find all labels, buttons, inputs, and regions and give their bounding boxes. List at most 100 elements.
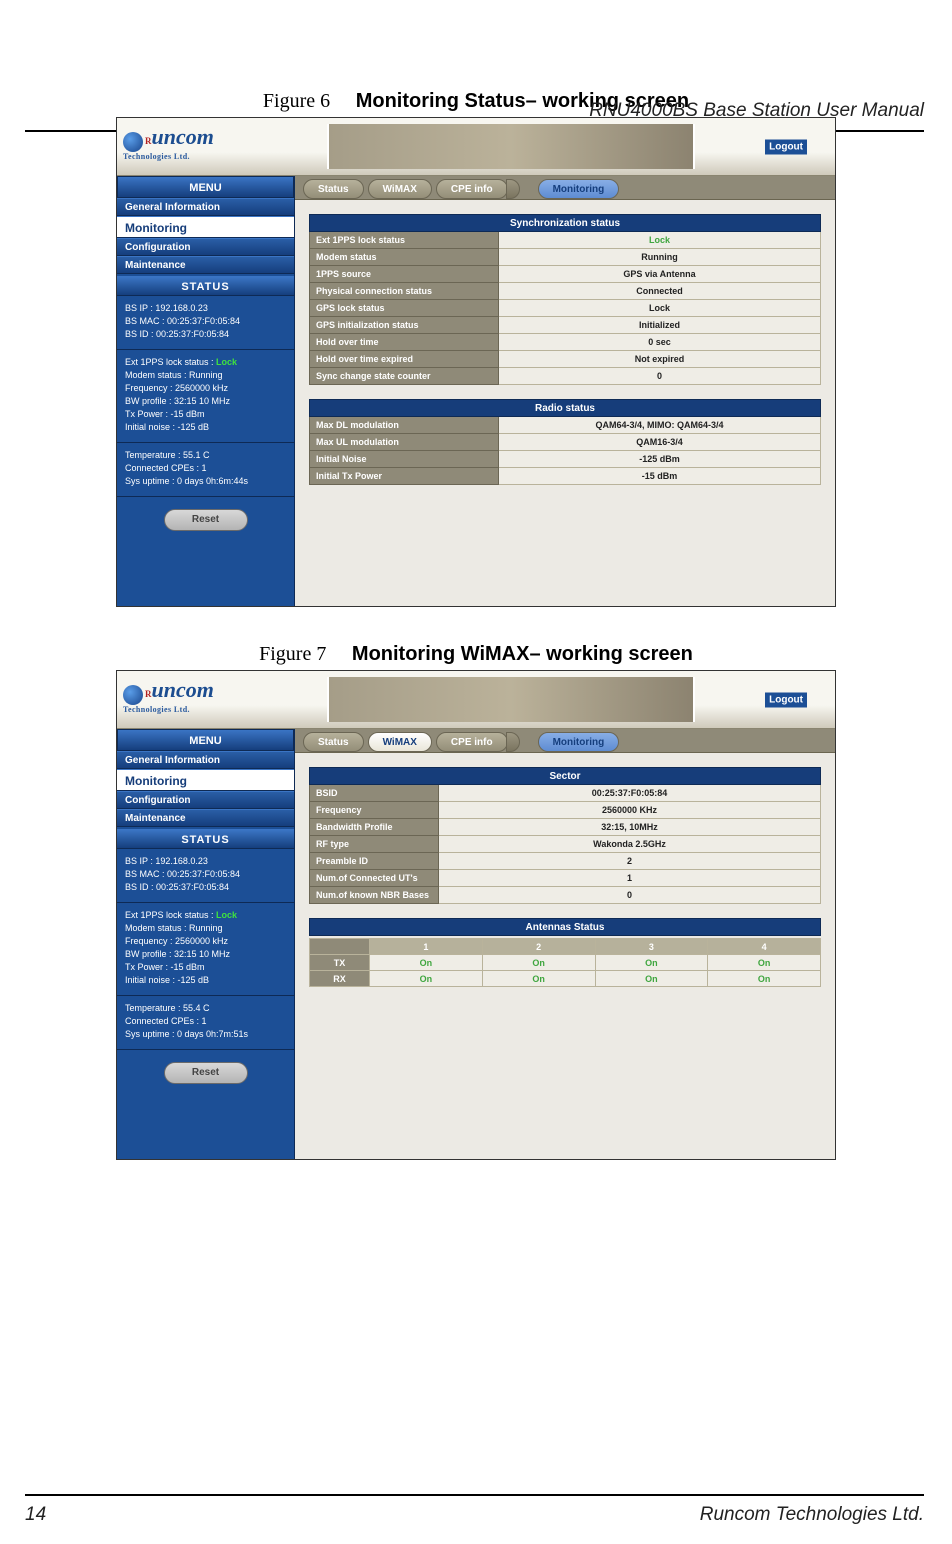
status-1pps-label: Ext 1PPS lock status : bbox=[125, 357, 216, 367]
row-key: Hold over time bbox=[309, 334, 499, 351]
row-key: Sync change state counter bbox=[309, 368, 499, 385]
row-key: Num.of Connected UT's bbox=[309, 870, 439, 887]
status-1pps-label: Ext 1PPS lock status : bbox=[125, 910, 216, 920]
row-key: Max DL modulation bbox=[309, 417, 499, 434]
nav-monitoring[interactable]: Monitoring bbox=[117, 769, 294, 791]
tab-cpe-info[interactable]: CPE info bbox=[436, 179, 508, 199]
row-value: 2560000 KHz bbox=[439, 802, 821, 819]
status-block-ids: BS IP : 192.168.0.23 BS MAC : 00:25:37:F… bbox=[117, 296, 294, 350]
main-panel: Status WiMAX CPE info Monitoring Synchro… bbox=[295, 176, 835, 606]
nav-maintenance[interactable]: Maintenance bbox=[117, 256, 294, 274]
nav-configuration[interactable]: Configuration bbox=[117, 238, 294, 256]
ant-row-label: TX bbox=[310, 955, 370, 971]
nav-configuration[interactable]: Configuration bbox=[117, 791, 294, 809]
tab-wimax[interactable]: WiMAX bbox=[368, 179, 432, 199]
header-banner-image bbox=[327, 677, 695, 722]
sync-status-title: Synchronization status bbox=[309, 214, 821, 232]
table-row: Hold over time0 sec bbox=[309, 334, 821, 351]
tab-bar: Status WiMAX CPE info Monitoring bbox=[295, 729, 835, 753]
ant-cell: On bbox=[370, 955, 483, 971]
status-noise: Initial noise : -125 dB bbox=[125, 421, 288, 434]
reset-button[interactable]: Reset bbox=[164, 509, 248, 531]
table-row: Sync change state counter0 bbox=[309, 368, 821, 385]
row-value: -125 dBm bbox=[499, 451, 821, 468]
sidebar: MENU General Information Monitoring Conf… bbox=[117, 176, 295, 606]
logo: Runcom Technologies Ltd. bbox=[123, 124, 214, 161]
ant-row: RXOnOnOnOn bbox=[310, 971, 821, 987]
row-value: 00:25:37:F0:05:84 bbox=[439, 785, 821, 802]
status-bsmac: BS MAC : 00:25:37:F0:05:84 bbox=[125, 315, 288, 328]
status-bw: BW profile : 32:15 10 MHz bbox=[125, 395, 288, 408]
ant-row: TXOnOnOnOn bbox=[310, 955, 821, 971]
ant-cell: On bbox=[482, 971, 595, 987]
row-key: Hold over time expired bbox=[309, 351, 499, 368]
reset-button[interactable]: Reset bbox=[164, 1062, 248, 1084]
tab-monitoring[interactable]: Monitoring bbox=[538, 179, 620, 199]
ant-col-header: 4 bbox=[708, 939, 821, 955]
status-1pps: Ext 1PPS lock status : Lock bbox=[125, 356, 288, 369]
nav-general-information[interactable]: General Information bbox=[117, 198, 294, 216]
status-temp: Temperature : 55.1 C bbox=[125, 449, 288, 462]
ant-cell: On bbox=[708, 955, 821, 971]
status-block-ids: BS IP : 192.168.0.23 BS MAC : 00:25:37:F… bbox=[117, 849, 294, 903]
tab-status[interactable]: Status bbox=[303, 732, 364, 752]
row-value: 0 sec bbox=[499, 334, 821, 351]
status-freq: Frequency : 2560000 kHz bbox=[125, 935, 288, 948]
status-bsip: BS IP : 192.168.0.23 bbox=[125, 302, 288, 315]
sector-title: Sector bbox=[309, 767, 821, 785]
ant-row-label: RX bbox=[310, 971, 370, 987]
row-value: GPS via Antenna bbox=[499, 266, 821, 283]
row-value: Connected bbox=[499, 283, 821, 300]
status-block-sys: Temperature : 55.4 C Connected CPEs : 1 … bbox=[117, 996, 294, 1050]
footer-company: Runcom Technologies Ltd. bbox=[700, 1504, 924, 1526]
main-panel: Status WiMAX CPE info Monitoring Sector … bbox=[295, 729, 835, 1159]
row-key: Num.of known NBR Bases bbox=[309, 887, 439, 904]
nav-monitoring[interactable]: Monitoring bbox=[117, 216, 294, 238]
table-row: Bandwidth Profile32:15, 10MHz bbox=[309, 819, 821, 836]
status-1pps-value: Lock bbox=[216, 910, 237, 920]
status-txpower: Tx Power : -15 dBm bbox=[125, 961, 288, 974]
menu-header: MENU bbox=[117, 729, 294, 751]
antennas-table: 1234TXOnOnOnOnRXOnOnOnOn bbox=[309, 938, 821, 987]
row-key: Initial Tx Power bbox=[309, 468, 499, 485]
row-key: Frequency bbox=[309, 802, 439, 819]
tab-wimax[interactable]: WiMAX bbox=[368, 732, 432, 752]
logo-subtext: Technologies Ltd. bbox=[123, 705, 214, 714]
tab-monitoring[interactable]: Monitoring bbox=[538, 732, 620, 752]
row-key: Ext 1PPS lock status bbox=[309, 232, 499, 249]
tab-status[interactable]: Status bbox=[303, 179, 364, 199]
status-txpower: Tx Power : -15 dBm bbox=[125, 408, 288, 421]
nav-maintenance[interactable]: Maintenance bbox=[117, 809, 294, 827]
app-header: Runcom Technologies Ltd. Logout bbox=[117, 118, 835, 176]
status-cpes: Connected CPEs : 1 bbox=[125, 1015, 288, 1028]
tab-cpe-info[interactable]: CPE info bbox=[436, 732, 508, 752]
nav-general-information[interactable]: General Information bbox=[117, 751, 294, 769]
ant-col-header: 1 bbox=[370, 939, 483, 955]
table-row: Max DL modulationQAM64-3/4, MIMO: QAM64-… bbox=[309, 417, 821, 434]
figure7-caption: Figure 7 Monitoring WiMAX– working scree… bbox=[30, 643, 922, 666]
logo-swirl-icon bbox=[123, 132, 143, 152]
row-key: RF type bbox=[309, 836, 439, 853]
logout-button[interactable]: Logout bbox=[765, 692, 807, 707]
table-row: GPS initialization statusInitialized bbox=[309, 317, 821, 334]
ant-cell: On bbox=[708, 971, 821, 987]
row-value: QAM64-3/4, MIMO: QAM64-3/4 bbox=[499, 417, 821, 434]
figure7-title: Monitoring WiMAX– working screen bbox=[352, 643, 693, 665]
row-value: Not expired bbox=[499, 351, 821, 368]
header-banner-image bbox=[327, 124, 695, 169]
status-bsid: BS ID : 00:25:37:F0:05:84 bbox=[125, 328, 288, 341]
status-header: STATUS bbox=[117, 276, 294, 296]
screenshot-fig6: Runcom Technologies Ltd. Logout MENU Gen… bbox=[116, 117, 836, 607]
row-value: 2 bbox=[439, 853, 821, 870]
row-key: Modem status bbox=[309, 249, 499, 266]
status-uptime: Sys uptime : 0 days 0h:7m:51s bbox=[125, 1028, 288, 1041]
logout-button[interactable]: Logout bbox=[765, 139, 807, 154]
row-value: Wakonda 2.5GHz bbox=[439, 836, 821, 853]
row-key: Initial Noise bbox=[309, 451, 499, 468]
status-uptime: Sys uptime : 0 days 0h:6m:44s bbox=[125, 475, 288, 488]
sidebar: MENU General Information Monitoring Conf… bbox=[117, 729, 295, 1159]
table-row: Initial Tx Power-15 dBm bbox=[309, 468, 821, 485]
row-key: GPS lock status bbox=[309, 300, 499, 317]
row-value: 0 bbox=[499, 368, 821, 385]
row-key: 1PPS source bbox=[309, 266, 499, 283]
